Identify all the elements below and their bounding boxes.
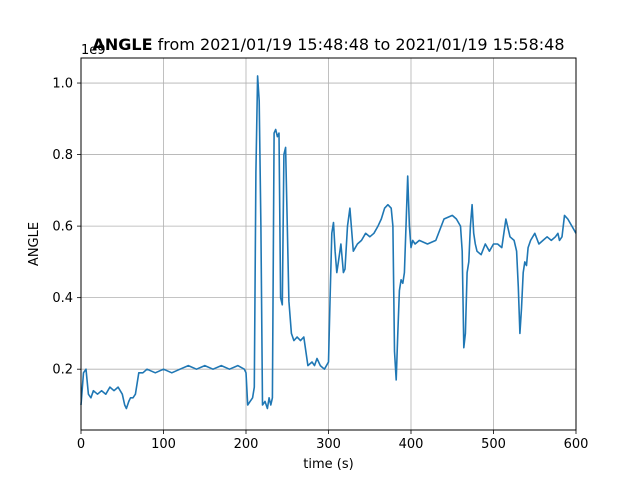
x-axis-ticks: 0 100 200 300 400 500 600 bbox=[77, 430, 589, 452]
x-axis-label: time (s) bbox=[303, 457, 353, 472]
chart-title-bold: ANGLE bbox=[93, 35, 153, 54]
x-tick-label: 400 bbox=[399, 437, 424, 452]
x-tick-label: 600 bbox=[564, 437, 589, 452]
y-tick-label: 1.0 bbox=[52, 77, 73, 92]
chart-title-rest: from 2021/01/19 15:48:48 to 2021/01/19 1… bbox=[153, 35, 565, 54]
y-axis-label: ANGLE bbox=[27, 222, 42, 266]
chart-title: ANGLE from 2021/01/19 15:48:48 to 2021/0… bbox=[93, 35, 565, 54]
series-line-group bbox=[80, 75, 577, 410]
x-tick-label: 500 bbox=[481, 437, 506, 452]
y-tick-label: 0.6 bbox=[52, 220, 73, 235]
x-tick-label: 100 bbox=[151, 437, 176, 452]
x-tick-label: 200 bbox=[234, 437, 259, 452]
y-tick-label: 0.2 bbox=[52, 363, 73, 378]
y-tick-label: 0.4 bbox=[52, 291, 73, 306]
y-axis-ticks: 0.2 0.4 0.6 0.8 1.0 bbox=[52, 77, 81, 378]
x-tick-label: 0 bbox=[77, 437, 85, 452]
series-line bbox=[80, 75, 577, 410]
y-tick-label: 0.8 bbox=[52, 148, 73, 163]
y-offset-label: 1e9 bbox=[81, 43, 106, 58]
x-tick-label: 300 bbox=[316, 437, 341, 452]
